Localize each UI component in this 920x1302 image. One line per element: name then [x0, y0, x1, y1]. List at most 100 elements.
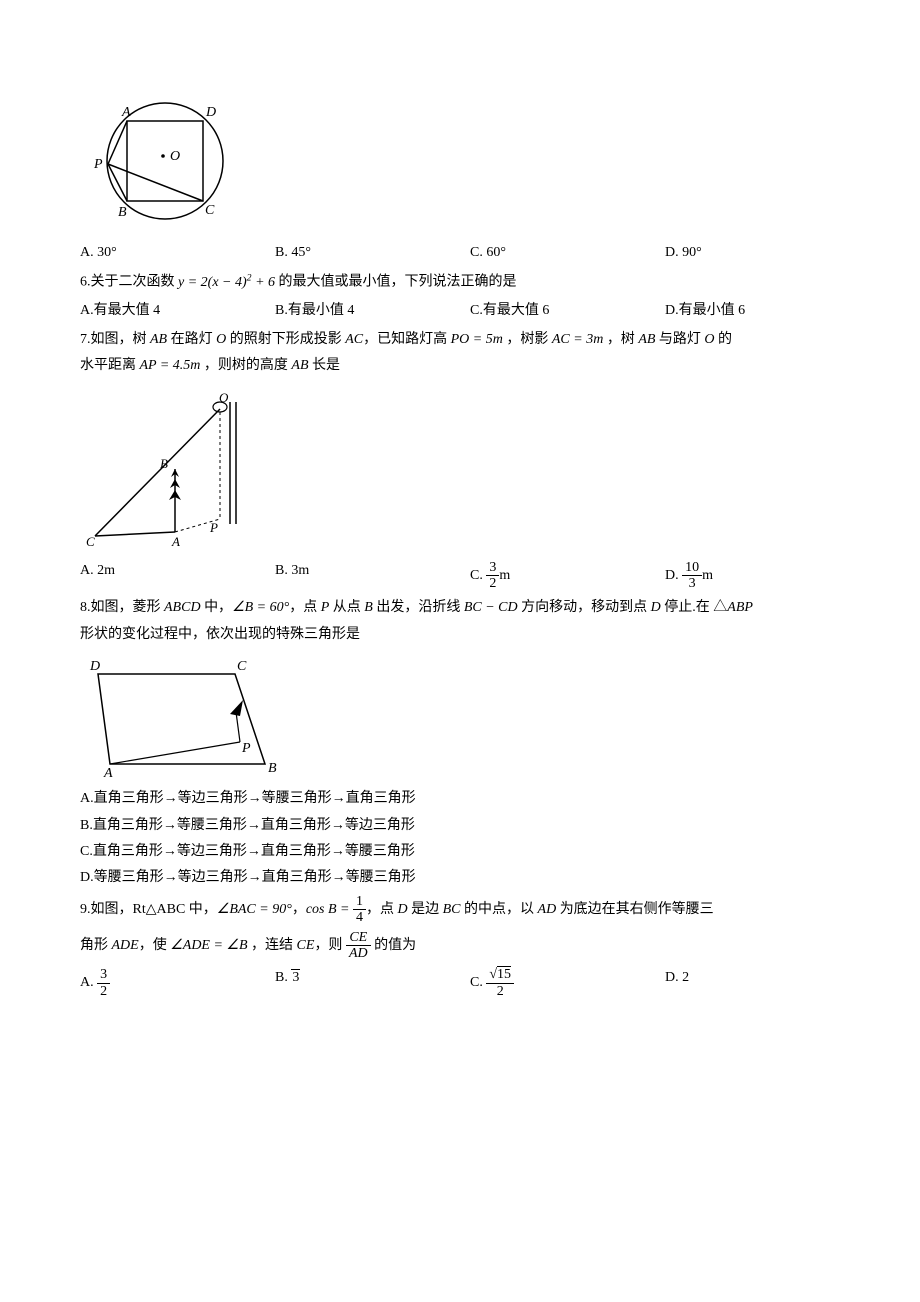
q8-opt-c: C.直角三角形→等边三角形→直角三角形→等腰三角形 [80, 841, 860, 863]
q9-frac-num: CE [346, 930, 371, 946]
q9-opt-a-den: 2 [97, 984, 110, 999]
q7-opt-d-den: 3 [682, 576, 702, 591]
q8-l1f: 方向移动，移动到点 [518, 600, 651, 615]
svg-text:C: C [86, 534, 95, 549]
q5-opt-d: D. 90° [665, 242, 860, 264]
q7-opt-d-pre: D. [665, 568, 682, 583]
q6-text: 6.关于二次函数 y = 2(x − 4)2 + 6 的最大值或最小值，下列说法… [80, 270, 860, 294]
q7-l2-end: 长是 [309, 358, 341, 373]
q9-opt-b-pre: B. [275, 970, 291, 985]
q8-angb: ∠B = 60° [232, 600, 289, 615]
q8-line1: 8.如图，菱形 ABCD 中，∠B = 60°，点 P 从点 B 出发，沿折线 … [80, 597, 860, 619]
q9-opt-b-val: 3 [291, 969, 300, 985]
svg-text:B: B [160, 456, 168, 471]
q9-line1: 9.如图，Rt△ABC 中，∠BAC = 90°，cos B = 14，点 D … [80, 894, 860, 926]
q9-l1f: 为底边在其右侧作等腰三 [556, 902, 714, 917]
q8-opt-a: A.直角三角形→等边三角形→等腰三角形→直角三角形 [80, 788, 860, 810]
q7-l1d: ，树影 [503, 332, 552, 347]
q7-line1: 7.如图，树 AB 在路灯 O 的照射下形成投影 AC，已知路灯高 PO = 5… [80, 329, 860, 351]
q9-l2c: ，连结 [248, 938, 297, 953]
q8-figure: A B C D P [80, 652, 860, 782]
q7-opt-c: C. 32m [470, 560, 665, 592]
q8-l1c: ，点 [289, 600, 321, 615]
q9-cosb-den: 4 [353, 910, 366, 925]
q7-l1e: ，树 [603, 332, 638, 347]
svg-text:P: P [209, 520, 218, 535]
svg-text:A: A [171, 534, 180, 549]
q7-l1g: 的 [715, 332, 733, 347]
q9-opt-c: C. √152 [470, 967, 665, 999]
q9-options: A. 32 B. 3 C. √152 D. 2 [80, 967, 860, 999]
q9-l2a: 角形 [80, 938, 112, 953]
q5-opt-a: A. 30° [80, 242, 275, 264]
q9-angade: ∠ADE = ∠B [170, 938, 247, 953]
q7-opt-b: B. 3m [275, 560, 470, 592]
q7-o2: O [704, 332, 714, 347]
q8-options: A.直角三角形→等边三角形→等腰三角形→直角三角形 B.直角三角形→等腰三角形→… [80, 788, 860, 890]
q7-l1-pre: 7.如图，树 [80, 332, 150, 347]
q7-opt-c-unit: m [499, 568, 510, 583]
q7-options: A. 2m B. 3m C. 32m D. 103m [80, 560, 860, 592]
svg-text:C: C [237, 659, 247, 674]
q7-opt-d-unit: m [702, 568, 713, 583]
q9-ad1: AD [538, 902, 557, 917]
svg-text:D: D [205, 105, 216, 120]
q9-frac-den: AD [346, 946, 371, 961]
svg-text:P: P [93, 157, 103, 172]
q7-o1: O [216, 332, 226, 347]
q6-opt-b: B.有最小值 4 [275, 300, 470, 322]
q9-opt-a: A. 32 [80, 967, 275, 999]
q6-post: 的最大值或最小值，下列说法正确的是 [275, 275, 517, 290]
svg-text:B: B [118, 205, 127, 220]
q9-l2e: 的值为 [371, 938, 417, 953]
q9-bc1: BC [443, 902, 461, 917]
q6-formula: y = 2(x − 4)2 + 6 [178, 275, 275, 290]
q5-options: A. 30° B. 45° C. 60° D. 90° [80, 242, 860, 264]
q9-l1c: ，点 [366, 902, 398, 917]
svg-text:D: D [89, 659, 100, 674]
q9-opt-c-num: √15 [486, 967, 514, 983]
svg-text:O: O [219, 390, 229, 405]
q8-l1b: 中， [201, 600, 233, 615]
q9-ade: ADE [112, 938, 139, 953]
q9-ce1: CE [297, 938, 315, 953]
q7-opt-d-num: 10 [682, 560, 702, 576]
q8-l1d: 从点 [329, 600, 364, 615]
q5-opt-b: B. 45° [275, 242, 470, 264]
q9-angbac: ∠BAC = 90° [217, 902, 292, 917]
q8-bccd: BC − CD [464, 600, 518, 615]
q9-cosb-num: 1 [353, 894, 366, 910]
q8-d1: D [651, 600, 661, 615]
q9-opt-b: B. 3 [275, 967, 470, 999]
svg-text:O: O [170, 149, 180, 164]
q7-opt-c-den: 2 [486, 576, 499, 591]
q7-ac1: AC [345, 332, 363, 347]
q8-b1: B [364, 600, 373, 615]
svg-text:A: A [103, 766, 113, 781]
q7-po: PO = 5m [451, 332, 503, 347]
q9-l1d: 是边 [408, 902, 443, 917]
q9-opt-d: D. 2 [665, 967, 860, 999]
q5-figure: A D B C P O [80, 86, 860, 236]
q7-ab2: AB [638, 332, 655, 347]
q9-l1a: 9.如图，Rt△ABC 中， [80, 902, 217, 917]
q7-l1c: ，已知路灯高 [363, 332, 451, 347]
q8-p1: P [321, 600, 330, 615]
q7-l1b: 的照射下形成投影 [226, 332, 345, 347]
q8-line2: 形状的变化过程中，依次出现的特殊三角形是 [80, 624, 860, 646]
svg-text:P: P [241, 741, 251, 756]
q7-opt-c-num: 3 [486, 560, 499, 576]
q8-l1g: 停止.在 △ [661, 600, 728, 615]
q8-opt-d: D.等腰三角形→等边三角形→直角三角形→等腰三角形 [80, 867, 860, 889]
q6-options: A.有最大值 4 B.有最小值 4 C.有最大值 6 D.有最小值 6 [80, 300, 860, 322]
q7-opt-d: D. 103m [665, 560, 860, 592]
svg-text:C: C [205, 203, 215, 218]
q6-pre: 6.关于二次函数 [80, 275, 178, 290]
q5-opt-c: C. 60° [470, 242, 665, 264]
q7-l2-post: ，则树的高度 [200, 358, 291, 373]
q9-opt-c-pre: C. [470, 975, 486, 990]
q7-l2-pre: 水平距离 [80, 358, 140, 373]
q7-line2: 水平距离 AP = 4.5m ，则树的高度 AB 长是 [80, 355, 860, 377]
q8-abp: ABP [727, 600, 753, 615]
q7-ac2: AC = 3m [552, 332, 603, 347]
